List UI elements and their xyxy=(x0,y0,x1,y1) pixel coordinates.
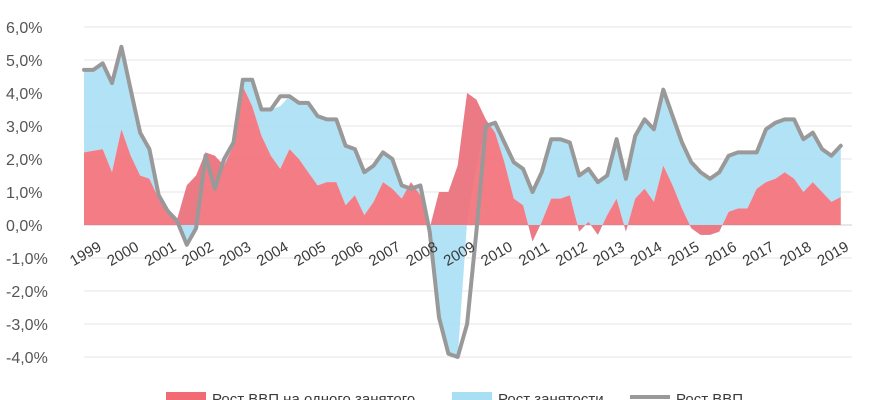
x-tick-label: 2013 xyxy=(590,238,627,269)
y-tick-label: 2,0% xyxy=(6,152,42,169)
x-tick-label: 2015 xyxy=(665,238,702,269)
legend-label: Рост занятости xyxy=(498,391,604,400)
x-tick-label: 2017 xyxy=(740,238,777,269)
x-tick-label: 2019 xyxy=(814,238,851,269)
x-tick-label: 2016 xyxy=(702,238,739,269)
x-tick-label: 2012 xyxy=(553,238,590,269)
gdp-growth-line xyxy=(82,44,843,359)
x-tick-label: 2004 xyxy=(254,238,291,269)
y-tick-label: 5,0% xyxy=(6,53,42,70)
y-tick-label: -3,0% xyxy=(6,317,48,334)
x-tick-label: 2003 xyxy=(217,238,254,269)
y-tick-label: -2,0% xyxy=(6,284,48,301)
y-tick-label: -4,0% xyxy=(6,350,48,367)
y-axis: 6,0% 5,0% 4,0% 3,0% 2,0% 1,0% 0,0% -1,0% -2,0% -3… xyxy=(6,20,48,367)
x-tick-label: 2018 xyxy=(777,238,814,269)
y-tick-label: 1,0% xyxy=(6,185,42,202)
area-layer xyxy=(84,46,841,358)
x-tick-label: 2000 xyxy=(104,238,141,269)
y-tick-label: 6,0% xyxy=(6,20,42,37)
y-tick-label: -1,0% xyxy=(6,251,48,268)
x-tick-label: 2014 xyxy=(628,238,665,269)
legend-label: Рост ВВП xyxy=(676,391,743,400)
legend-swatch xyxy=(452,392,492,400)
x-tick-label: 2010 xyxy=(478,238,515,269)
x-tick-label: 1999 xyxy=(67,238,104,269)
legend-label: Рост ВВП на одного занятого xyxy=(212,391,415,400)
y-tick-label: 4,0% xyxy=(6,86,42,103)
y-tick-label: 3,0% xyxy=(6,119,42,136)
legend: Рост ВВП на одного занятого Рост занятост… xyxy=(166,391,743,400)
x-tick-label: 2006 xyxy=(329,238,366,269)
line-layer xyxy=(82,44,843,359)
productivity-growth-area xyxy=(84,86,841,242)
y-tick-label: 0,0% xyxy=(6,218,42,235)
legend-swatch xyxy=(166,392,206,400)
x-tick-label: 2001 xyxy=(142,238,179,269)
x-tick-label: 2005 xyxy=(291,238,328,269)
x-tick-label: 2007 xyxy=(366,238,403,269)
x-tick-label: 2011 xyxy=(516,239,552,270)
